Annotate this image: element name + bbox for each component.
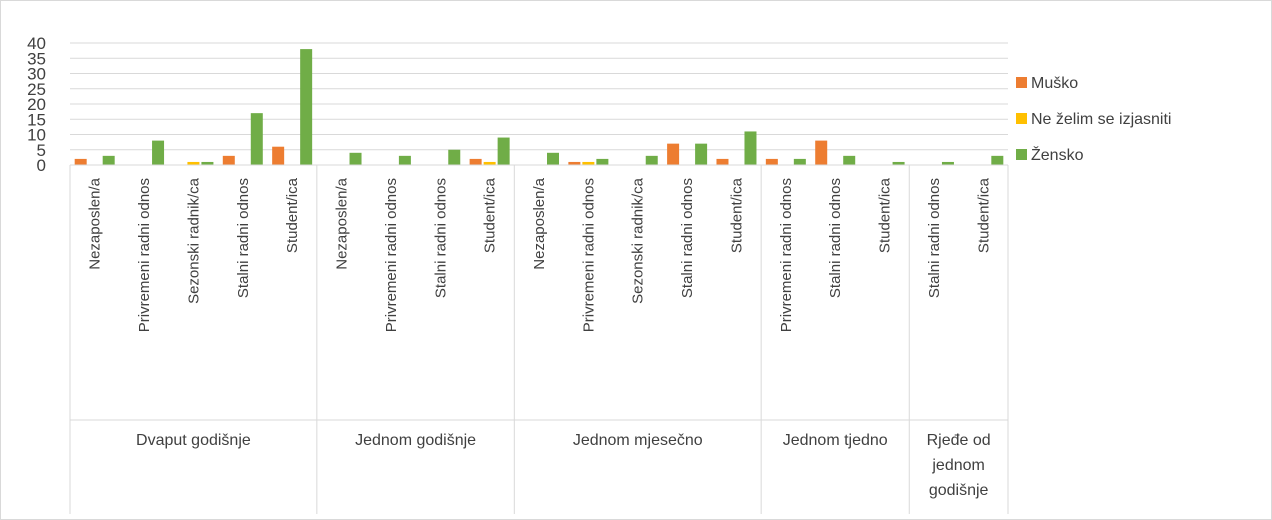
bar-Žensko <box>300 49 313 165</box>
y-tick-label: 40 <box>27 34 46 53</box>
legend-swatch <box>1016 149 1027 160</box>
bar-Žensko <box>596 158 609 165</box>
bar-Žensko <box>152 140 165 165</box>
bar-Žensko <box>645 155 658 165</box>
group-label-line: Jednom godišnje <box>355 432 476 449</box>
category-label: Stalni radni odnos <box>827 178 844 298</box>
bar-Muško <box>568 161 581 165</box>
category-label: Nezaposlen/a <box>87 177 104 269</box>
bar-Žensko <box>398 155 411 165</box>
bar-Žensko <box>892 161 905 165</box>
category-label: Student/ica <box>482 177 499 253</box>
category-label: Privremeni radni odnos <box>778 178 795 332</box>
bar-Žensko <box>793 158 806 165</box>
group-label-line: Dvaput godišnje <box>136 432 251 449</box>
y-tick-label: 35 <box>27 49 46 68</box>
legend-swatch <box>1016 77 1027 88</box>
bar-Žensko <box>448 149 461 165</box>
group-label: Rjeđe od jednom godišnje <box>927 432 991 499</box>
legend-label: Žensko <box>1031 145 1084 164</box>
category-label: Stalni radni odnos <box>235 178 252 298</box>
bar-Ne želim se izjasniti <box>483 161 496 165</box>
bar-Žensko <box>102 155 115 165</box>
category-label: Student/ica <box>284 177 301 253</box>
category-label: Privremeni radni odnos <box>136 178 153 332</box>
bar-Muško <box>716 158 729 165</box>
bar-Žensko <box>843 155 856 165</box>
bar-Muško <box>74 158 87 165</box>
category-label: Nezaposlen/a <box>531 177 548 269</box>
group-label: Jednom tjedno <box>783 432 888 449</box>
category-label: Stalni radni odnos <box>432 178 449 298</box>
bar-Žensko <box>201 161 214 165</box>
bar-Muško <box>815 140 828 165</box>
category-label: Sezonski radnik/ca <box>630 177 647 304</box>
category-label: Stalni radni odnos <box>926 178 943 298</box>
legend-label: Muško <box>1031 75 1078 92</box>
category-label: Privremeni radni odnos <box>580 178 597 332</box>
group-label-line: Jednom tjedno <box>783 432 888 449</box>
category-label: Student/ica <box>975 177 992 253</box>
bar-Ne želim se izjasniti <box>582 161 595 165</box>
legend-label: Ne želim se izjasniti <box>1031 111 1171 128</box>
bar-Muško <box>667 143 680 165</box>
category-label: Student/ica <box>728 177 745 253</box>
bar-Žensko <box>497 137 510 165</box>
y-tick-label: 30 <box>27 65 46 84</box>
category-label: Student/ica <box>877 177 894 253</box>
bar-Žensko <box>941 161 954 165</box>
bar-Ne želim se izjasniti <box>187 161 200 165</box>
bar-Muško <box>222 155 235 165</box>
category-label: Privremeni radni odnos <box>383 178 400 332</box>
group-label: Dvaput godišnje <box>136 432 251 449</box>
bar-Žensko <box>991 155 1004 165</box>
bar-Žensko <box>744 131 757 165</box>
group-label: Jednom godišnje <box>355 432 476 449</box>
bar-Žensko <box>349 152 362 165</box>
y-tick-label: 15 <box>27 110 46 129</box>
y-tick-label: 10 <box>27 126 46 145</box>
group-label-line: Rjeđe od <box>927 432 991 449</box>
group-label-line: jednom <box>931 457 984 474</box>
y-tick-label: 0 <box>37 156 46 175</box>
y-tick-label: 20 <box>27 95 46 114</box>
bar-Muško <box>469 158 482 165</box>
bar-Žensko <box>250 113 263 165</box>
group-label: Jednom mjesečno <box>573 432 703 449</box>
group-label-line: godišnje <box>929 482 989 499</box>
y-tick-label: 25 <box>27 80 46 99</box>
group-label-line: Jednom mjesečno <box>573 432 703 449</box>
category-label: Nezaposlen/a <box>334 177 351 269</box>
category-label: Stalni radni odnos <box>679 178 696 298</box>
bar-Muško <box>272 146 285 165</box>
legend-swatch <box>1016 113 1027 124</box>
bar-Žensko <box>695 143 708 165</box>
bar-Muško <box>765 158 778 165</box>
category-label: Sezonski radnik/ca <box>185 177 202 304</box>
y-tick-label: 5 <box>37 141 46 160</box>
bar-Žensko <box>547 152 559 165</box>
